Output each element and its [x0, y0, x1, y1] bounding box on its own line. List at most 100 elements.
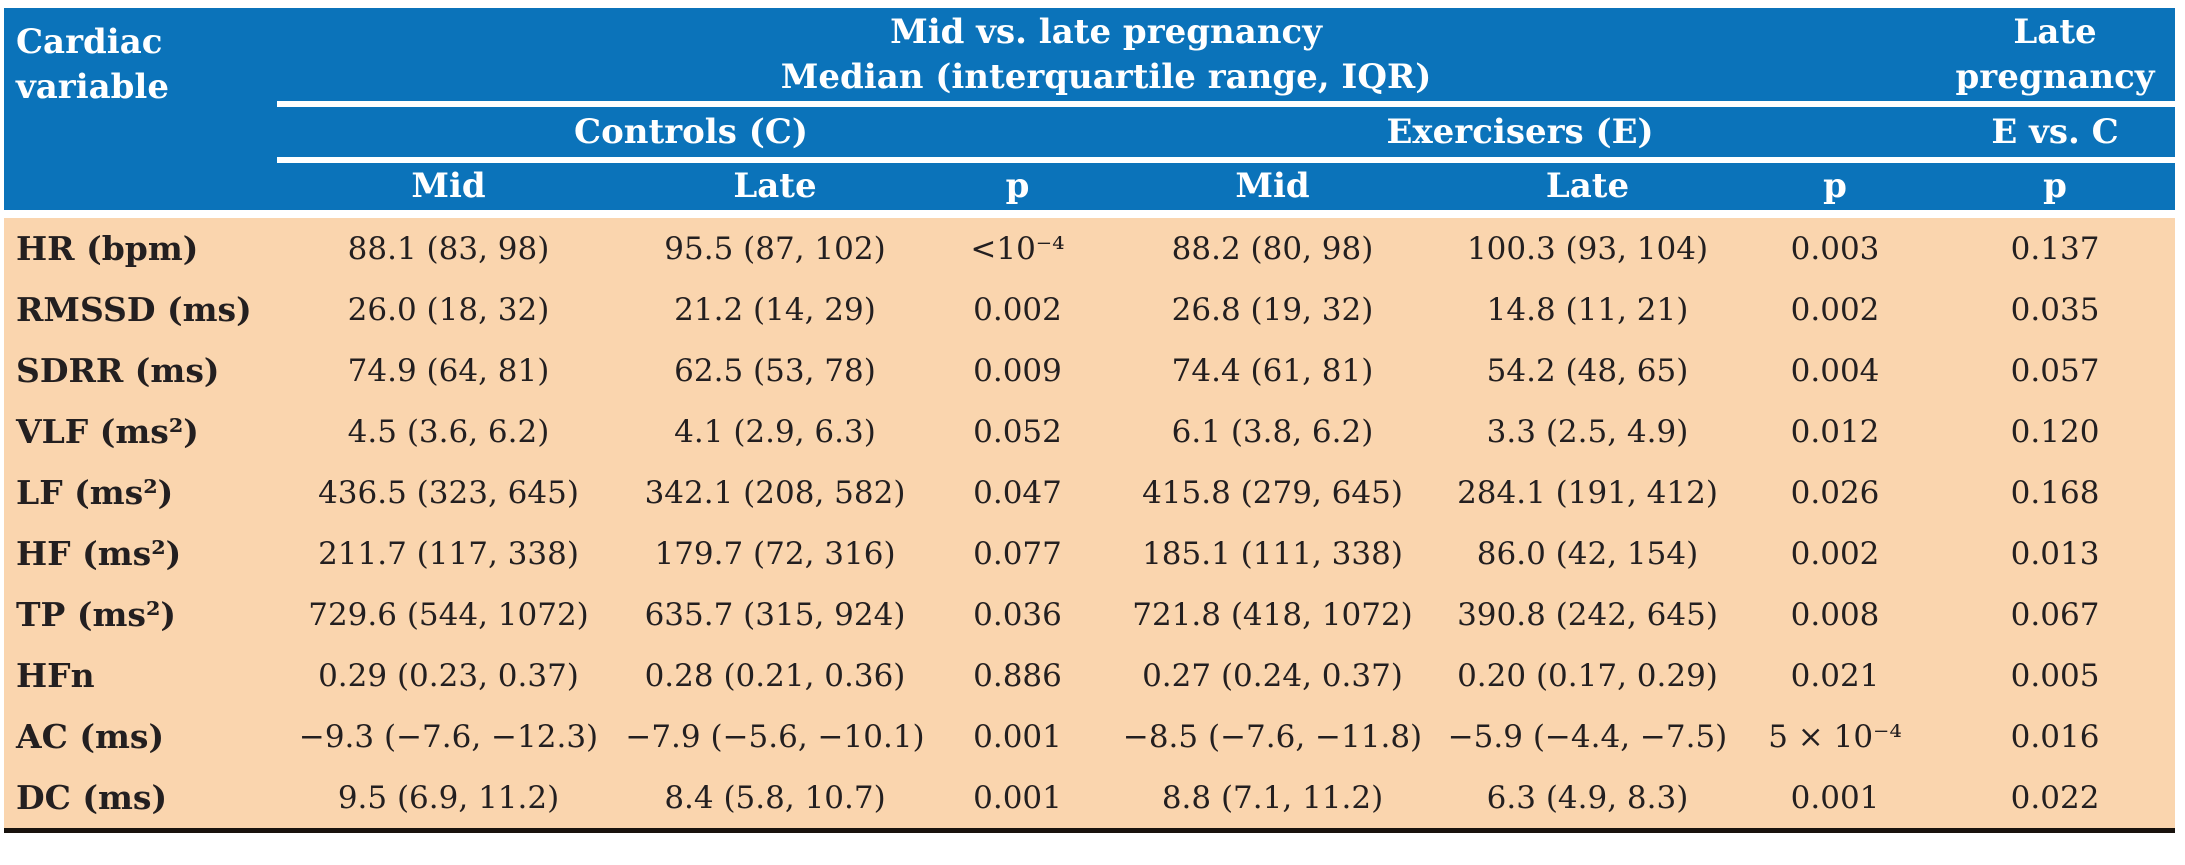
value-cell-controls-late: 62.5 (53, 78) [620, 340, 930, 401]
value-cell-e-vs-c-p: 0.035 [1935, 279, 2176, 340]
value-cell-controls-p: <10⁻⁴ [930, 214, 1105, 279]
subcol-exercisers-p: p [1735, 160, 1936, 218]
table-row: VLF (ms²) 4.5 (3.6, 6.2) 4.1 (2.9, 6.3) … [4, 401, 2176, 462]
value-cell-exercisers-mid: 415.8 (279, 645) [1105, 462, 1440, 523]
subcol-e-vs-c-p: p [1935, 160, 2176, 218]
value-cell-exercisers-late: 284.1 (191, 412) [1440, 462, 1735, 523]
value-cell-exercisers-p: 0.002 [1735, 279, 1936, 340]
row-label: TP (ms²) [4, 584, 277, 645]
late-pregnancy-line1: Late [2013, 11, 2097, 52]
table-body: HR (bpm) 88.1 (83, 98) 95.5 (87, 102) <1… [4, 214, 2176, 833]
row-label: HFn [4, 645, 277, 706]
table-row: RMSSD (ms) 26.0 (18, 32) 21.2 (14, 29) 0… [4, 279, 2176, 340]
hrv-pregnancy-table: Cardiac variable Mid vs. late pregnancy … [4, 8, 2176, 833]
value-cell-e-vs-c-p: 0.013 [1935, 523, 2176, 584]
value-cell-exercisers-p: 0.002 [1735, 523, 1936, 584]
value-cell-controls-late: 0.28 (0.21, 0.36) [620, 645, 930, 706]
value-cell-exercisers-mid: 0.27 (0.24, 0.37) [1105, 645, 1440, 706]
group-header-e-vs-c: E vs. C [1935, 104, 2176, 163]
value-cell-controls-late: 342.1 (208, 582) [620, 462, 930, 523]
value-cell-controls-mid: 4.5 (3.6, 6.2) [277, 401, 620, 462]
header-row-top: Cardiac variable Mid vs. late pregnancy … [4, 8, 2176, 218]
value-cell-controls-late: 8.4 (5.8, 10.7) [620, 767, 930, 833]
value-cell-exercisers-mid: 74.4 (61, 81) [1105, 340, 1440, 401]
value-cell-e-vs-c-p: 0.120 [1935, 401, 2176, 462]
value-cell-exercisers-p: 0.008 [1735, 584, 1936, 645]
value-cell-controls-mid: −9.3 (−7.6, −12.3) [277, 706, 620, 767]
value-cell-e-vs-c-p: 0.005 [1935, 645, 2176, 706]
value-cell-controls-mid: 9.5 (6.9, 11.2) [277, 767, 620, 833]
row-label: HR (bpm) [4, 214, 277, 279]
value-cell-exercisers-p: 5 × 10⁻⁴ [1735, 706, 1936, 767]
row-label: SDRR (ms) [4, 340, 277, 401]
value-cell-controls-mid: 0.29 (0.23, 0.37) [277, 645, 620, 706]
span-header-line1: Mid vs. late pregnancy [890, 11, 1322, 52]
value-cell-e-vs-c-p: 0.067 [1935, 584, 2176, 645]
value-cell-exercisers-p: 0.004 [1735, 340, 1936, 401]
value-cell-controls-mid: 729.6 (544, 1072) [277, 584, 620, 645]
value-cell-exercisers-p: 0.012 [1735, 401, 1936, 462]
table-row: TP (ms²) 729.6 (544, 1072) 635.7 (315, 9… [4, 584, 2176, 645]
value-cell-controls-late: 4.1 (2.9, 6.3) [620, 401, 930, 462]
value-cell-exercisers-late: 14.8 (11, 21) [1440, 279, 1735, 340]
value-cell-exercisers-late: 100.3 (93, 104) [1440, 214, 1735, 279]
subcol-controls-mid: Mid [277, 160, 620, 218]
table-row: HR (bpm) 88.1 (83, 98) 95.5 (87, 102) <1… [4, 214, 2176, 279]
header-row-subcols: Mid Late p Mid Late p p [4, 160, 2176, 218]
value-cell-controls-late: 179.7 (72, 316) [620, 523, 930, 584]
row-label: VLF (ms²) [4, 401, 277, 462]
row-label: HF (ms²) [4, 523, 277, 584]
value-cell-controls-mid: 74.9 (64, 81) [277, 340, 620, 401]
group-header-exercisers: Exercisers (E) [1105, 104, 1936, 163]
subcol-exercisers-mid: Mid [1105, 160, 1440, 218]
value-cell-exercisers-mid: 721.8 (418, 1072) [1105, 584, 1440, 645]
corner-header-line2: variable [16, 66, 169, 107]
value-cell-controls-mid: 26.0 (18, 32) [277, 279, 620, 340]
value-cell-controls-p: 0.052 [930, 401, 1105, 462]
value-cell-controls-p: 0.002 [930, 279, 1105, 340]
value-cell-exercisers-mid: 6.1 (3.8, 6.2) [1105, 401, 1440, 462]
row-label: RMSSD (ms) [4, 279, 277, 340]
table-row: LF (ms²) 436.5 (323, 645) 342.1 (208, 58… [4, 462, 2176, 523]
span-header-mid-vs-late: Mid vs. late pregnancy Median (interquar… [277, 8, 1936, 107]
subcol-controls-p: p [930, 160, 1105, 218]
value-cell-exercisers-p: 0.001 [1735, 767, 1936, 833]
value-cell-exercisers-mid: 185.1 (111, 338) [1105, 523, 1440, 584]
value-cell-controls-p: 0.047 [930, 462, 1105, 523]
value-cell-exercisers-late: −5.9 (−4.4, −7.5) [1440, 706, 1735, 767]
value-cell-exercisers-mid: 8.8 (7.1, 11.2) [1105, 767, 1440, 833]
value-cell-e-vs-c-p: 0.016 [1935, 706, 2176, 767]
value-cell-exercisers-p: 0.021 [1735, 645, 1936, 706]
header-row-groups: Controls (C) Exercisers (E) E vs. C [4, 104, 2176, 163]
value-cell-controls-p: 0.001 [930, 767, 1105, 833]
value-cell-exercisers-late: 6.3 (4.9, 8.3) [1440, 767, 1735, 833]
value-cell-controls-p: 0.077 [930, 523, 1105, 584]
value-cell-controls-p: 0.886 [930, 645, 1105, 706]
subcol-exercisers-late: Late [1440, 160, 1735, 218]
table-row: DC (ms) 9.5 (6.9, 11.2) 8.4 (5.8, 10.7) … [4, 767, 2176, 833]
value-cell-e-vs-c-p: 0.057 [1935, 340, 2176, 401]
value-cell-exercisers-p: 0.003 [1735, 214, 1936, 279]
value-cell-exercisers-late: 390.8 (242, 645) [1440, 584, 1735, 645]
value-cell-e-vs-c-p: 0.137 [1935, 214, 2176, 279]
corner-header-line1: Cardiac [16, 22, 163, 62]
row-label: AC (ms) [4, 706, 277, 767]
value-cell-exercisers-late: 3.3 (2.5, 4.9) [1440, 401, 1735, 462]
value-cell-exercisers-late: 0.20 (0.17, 0.29) [1440, 645, 1735, 706]
table-row: HFn 0.29 (0.23, 0.37) 0.28 (0.21, 0.36) … [4, 645, 2176, 706]
value-cell-controls-mid: 211.7 (117, 338) [277, 523, 620, 584]
corner-header-cardiac-variable: Cardiac variable [4, 8, 277, 218]
value-cell-controls-late: 95.5 (87, 102) [620, 214, 930, 279]
value-cell-exercisers-mid: −8.5 (−7.6, −11.8) [1105, 706, 1440, 767]
table-row: HF (ms²) 211.7 (117, 338) 179.7 (72, 316… [4, 523, 2176, 584]
late-pregnancy-line2: pregnancy [1955, 56, 2155, 97]
value-cell-controls-late: 21.2 (14, 29) [620, 279, 930, 340]
value-cell-e-vs-c-p: 0.022 [1935, 767, 2176, 833]
value-cell-controls-p: 0.001 [930, 706, 1105, 767]
group-header-controls: Controls (C) [277, 104, 1105, 163]
value-cell-controls-mid: 88.1 (83, 98) [277, 214, 620, 279]
header-late-pregnancy: Late pregnancy [1935, 8, 2176, 107]
value-cell-exercisers-late: 86.0 (42, 154) [1440, 523, 1735, 584]
value-cell-controls-p: 0.009 [930, 340, 1105, 401]
